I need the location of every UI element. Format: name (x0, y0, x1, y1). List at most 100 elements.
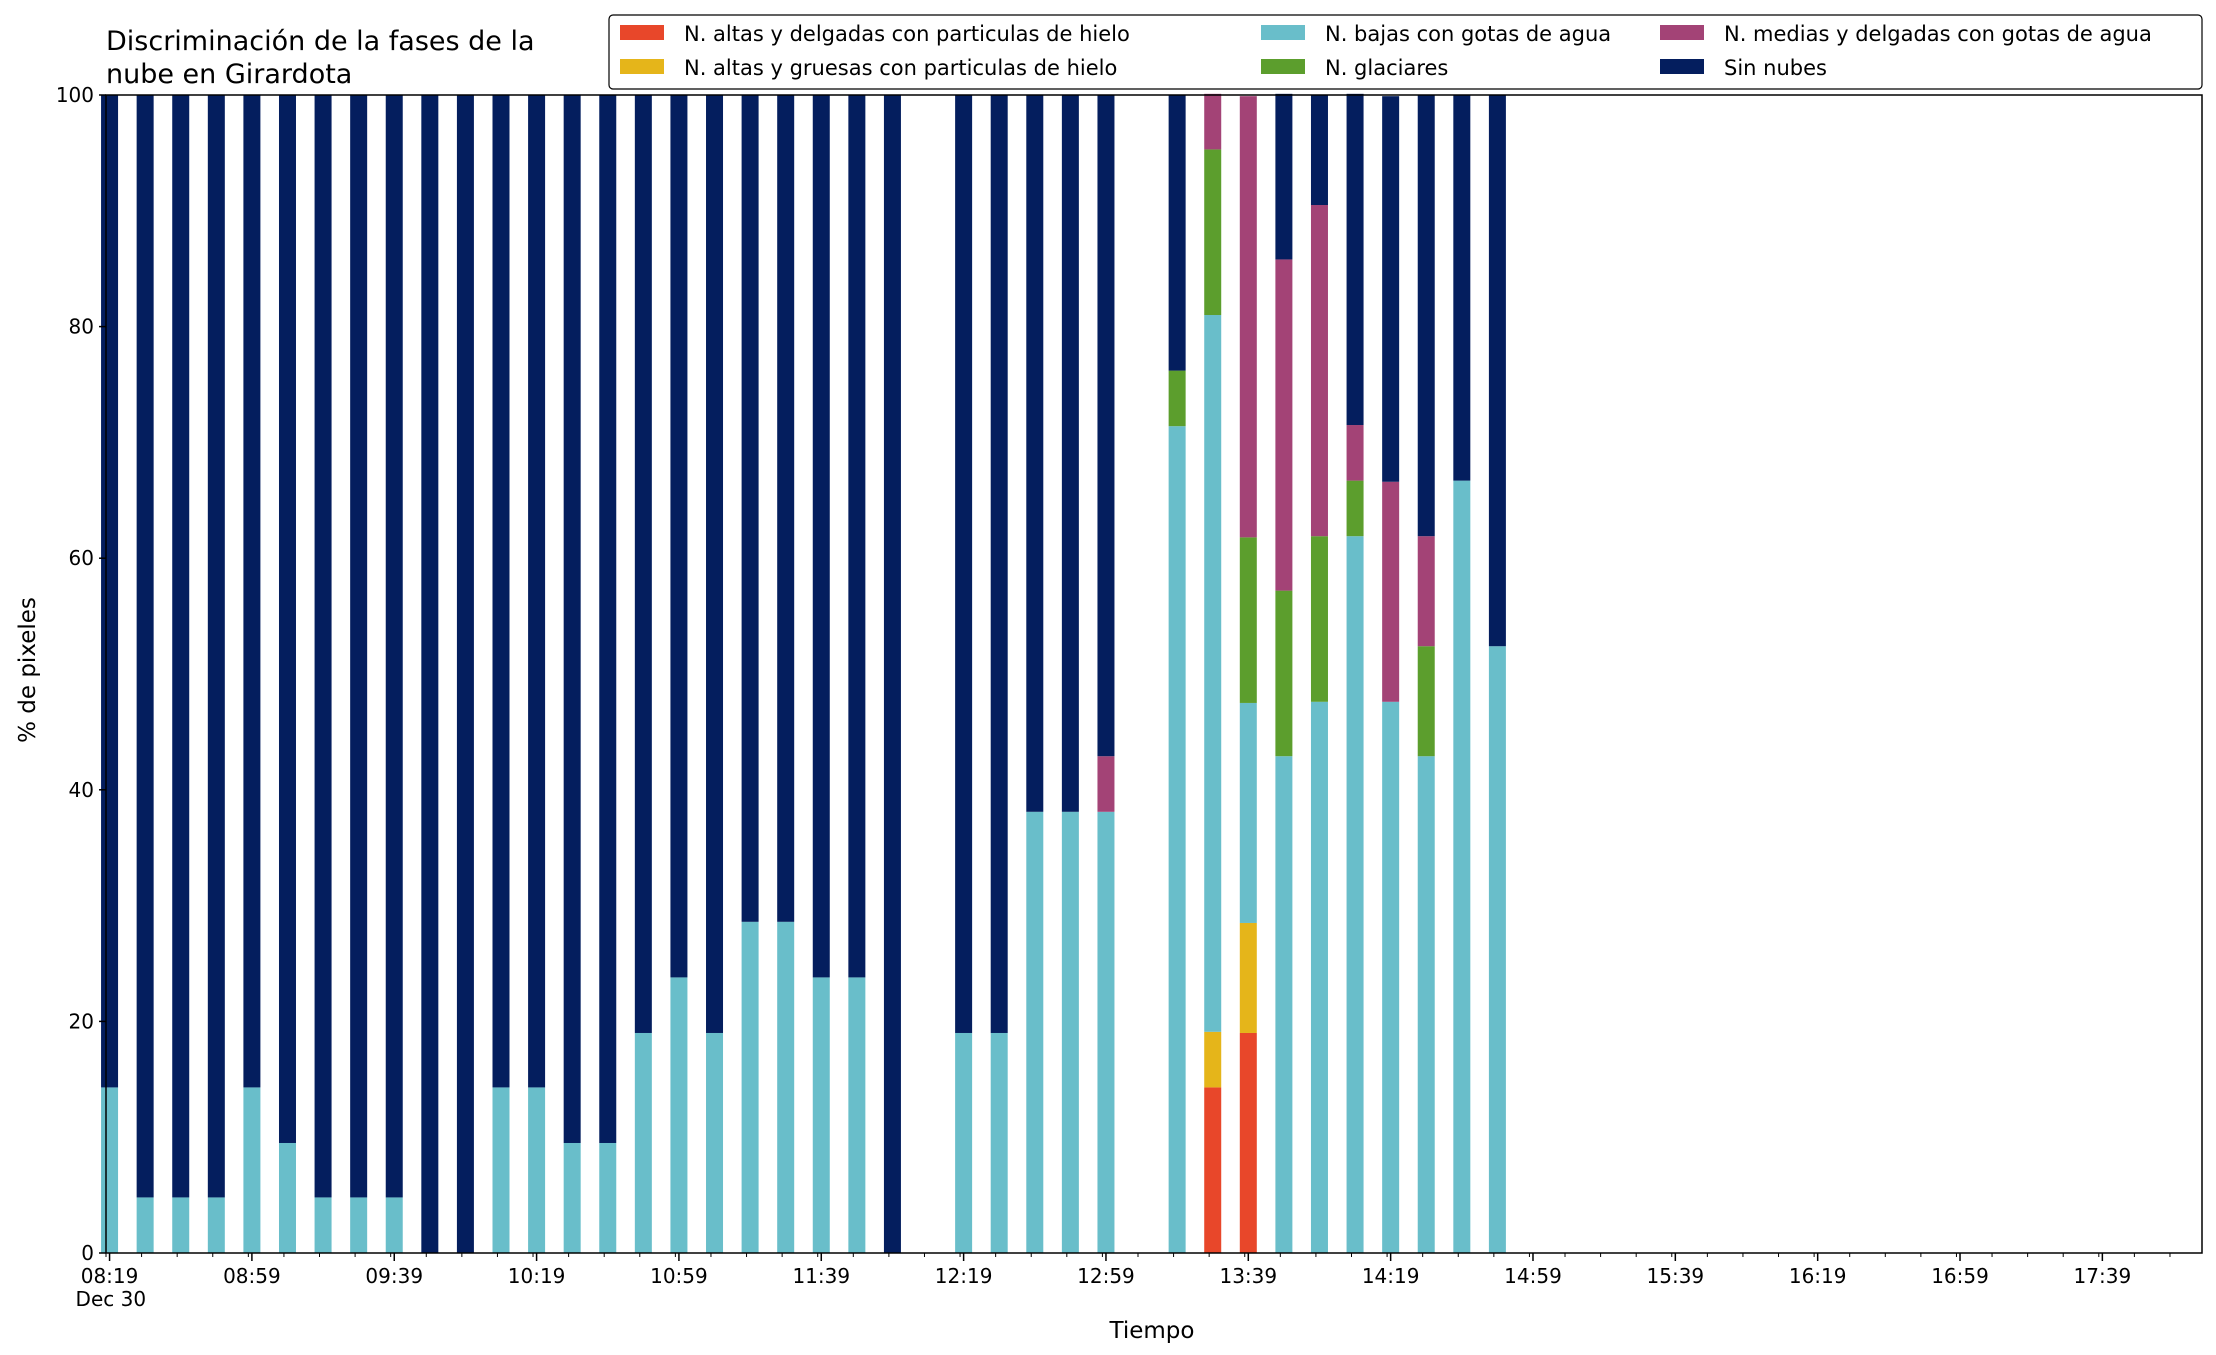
bar-segment-1439-s5 (1453, 95, 1471, 481)
x-tick-label: 08:19 (81, 1264, 139, 1288)
bar-segment-1029-s2 (563, 1142, 581, 1253)
legend-label: N. glaciares (1325, 56, 1448, 80)
bar-segment-1059-s5 (670, 95, 688, 978)
bar-segment-1239-s2 (1026, 811, 1044, 1253)
bar-segment-1139-s2 (812, 977, 830, 1253)
bar-segment-0819-s5 (101, 95, 119, 1088)
bar-segment-1419-s2 (1382, 701, 1400, 1253)
bar-segment-1239-s5 (1026, 95, 1044, 812)
bar-segment-1039-s5 (599, 95, 617, 1143)
x-tick-label: 16:59 (1931, 1264, 1989, 1288)
y-tick-label: 100 (56, 83, 94, 107)
bar-segment-1249-s5 (1061, 95, 1079, 812)
x-tick-label: 14:19 (1362, 1264, 1420, 1288)
bar-segment-1109-s2 (706, 1032, 724, 1253)
legend-label: N. altas y delgadas con particulas de hi… (684, 22, 1130, 46)
bar-segment-0909-s5 (278, 95, 296, 1143)
y-tick-label: 40 (69, 778, 94, 802)
bar-segment-1329-s0 (1204, 1087, 1222, 1253)
bar-segment-1429-s3 (1417, 646, 1435, 757)
bar-segment-0849-s5 (207, 95, 225, 1198)
x-tick-label: 17:39 (2074, 1264, 2132, 1288)
bar-segment-1009-s5 (492, 95, 510, 1088)
bar-segment-1119-s5 (741, 95, 759, 922)
legend-box (608, 14, 2203, 90)
y-axis-label: % de pixeles (15, 597, 41, 743)
x-tick-label: 14:59 (1504, 1264, 1562, 1288)
x-axis-label: Tiempo (1109, 1318, 1195, 1344)
bar-segment-1349-s2 (1275, 756, 1293, 1253)
bar-segment-0829-s2 (136, 1197, 154, 1253)
bar-segment-0819-s2 (101, 1087, 119, 1253)
bar-segment-1109-s5 (706, 95, 724, 1033)
bar-segment-1409-s3 (1346, 480, 1364, 537)
bar-segment-1149-s5 (848, 95, 866, 978)
bar-segment-1049-s5 (634, 95, 652, 1033)
bar-segment-1229-s5 (990, 95, 1008, 1033)
bar-segment-1449-s2 (1488, 646, 1506, 1253)
bar-segment-1429-s4 (1417, 536, 1435, 647)
bar-segment-1359-s4 (1310, 205, 1328, 537)
bar-segment-1149-s2 (848, 977, 866, 1253)
bar-segment-1429-s5 (1417, 95, 1435, 537)
bar-segment-0849-s2 (207, 1197, 225, 1253)
x-tick-label: 09:39 (365, 1264, 423, 1288)
legend-swatch (1261, 59, 1305, 74)
bar-segment-1439-s2 (1453, 480, 1471, 1253)
bar-segment-1049-s2 (634, 1032, 652, 1253)
bar-segment-1349-s5 (1275, 93, 1293, 260)
bar-segment-1419-s5 (1382, 96, 1400, 482)
y-tick-label: 80 (69, 315, 94, 339)
bar-segment-1339-s1 (1239, 922, 1257, 1033)
x-tick-label: 08:59 (223, 1264, 281, 1288)
legend-label: N. medias y delgadas con gotas de agua (1724, 22, 2152, 46)
bar-segment-1139-s5 (812, 95, 830, 978)
bar-segment-1319-s3 (1168, 370, 1186, 427)
bar-segment-1329-s4 (1204, 93, 1222, 150)
bar-segment-1129-s5 (777, 95, 795, 922)
x-tick-label: 15:39 (1647, 1264, 1705, 1288)
bar-segment-0919-s2 (314, 1197, 332, 1253)
y-tick-label: 60 (69, 546, 94, 570)
x-tick-label: 16:19 (1789, 1264, 1847, 1288)
y-tick-label: 20 (69, 1009, 94, 1033)
bar-segment-1059-s2 (670, 977, 688, 1253)
legend-label: Sin nubes (1724, 56, 1827, 80)
x-tick-label: 11:39 (792, 1264, 850, 1288)
bar-segment-1419-s4 (1382, 481, 1400, 702)
bar-segment-1009-s2 (492, 1087, 510, 1253)
bar-segment-1329-s3 (1204, 149, 1222, 316)
bar-segment-1229-s2 (990, 1032, 1008, 1253)
bar-segment-0929-s2 (350, 1197, 368, 1253)
x-tick-label: 12:19 (935, 1264, 993, 1288)
legend-swatch (620, 25, 664, 40)
legend-swatch (620, 59, 664, 74)
legend-swatch (1660, 25, 1704, 40)
bar-segment-0909-s2 (278, 1142, 296, 1253)
bar-segment-1119-s2 (741, 921, 759, 1253)
chart-title-line: nube en Girardota (106, 59, 352, 90)
bar-segment-1319-s5 (1168, 95, 1186, 371)
x-tick-date-label: Dec 30 (76, 1287, 147, 1311)
bar-segment-0839-s5 (172, 95, 190, 1198)
legend-label: N. altas y gruesas con particulas de hie… (684, 56, 1117, 80)
bar-segment-1339-s0 (1239, 1032, 1257, 1253)
bar-segment-1359-s2 (1310, 701, 1328, 1253)
bar-segment-1029-s5 (563, 95, 581, 1143)
legend-swatch (1261, 25, 1305, 40)
bar-segment-0949-s5 (421, 95, 439, 1253)
bar-segment-1019-s5 (528, 95, 546, 1088)
bar-segment-1259-s2 (1097, 811, 1115, 1253)
bar-segment-0939-s5 (385, 95, 403, 1198)
bar-segment-1259-s5 (1097, 95, 1115, 757)
y-tick-label: 0 (81, 1241, 94, 1265)
bar-segment-0939-s2 (385, 1197, 403, 1253)
bar-segment-1409-s5 (1346, 93, 1364, 426)
bar-segment-1349-s3 (1275, 590, 1293, 757)
bar-segment-1339-s2 (1239, 702, 1257, 923)
bar-segment-1349-s4 (1275, 259, 1293, 591)
plot-frame (105, 94, 2203, 1254)
bar-segment-1129-s2 (777, 921, 795, 1253)
bar-segment-1329-s2 (1204, 315, 1222, 1032)
